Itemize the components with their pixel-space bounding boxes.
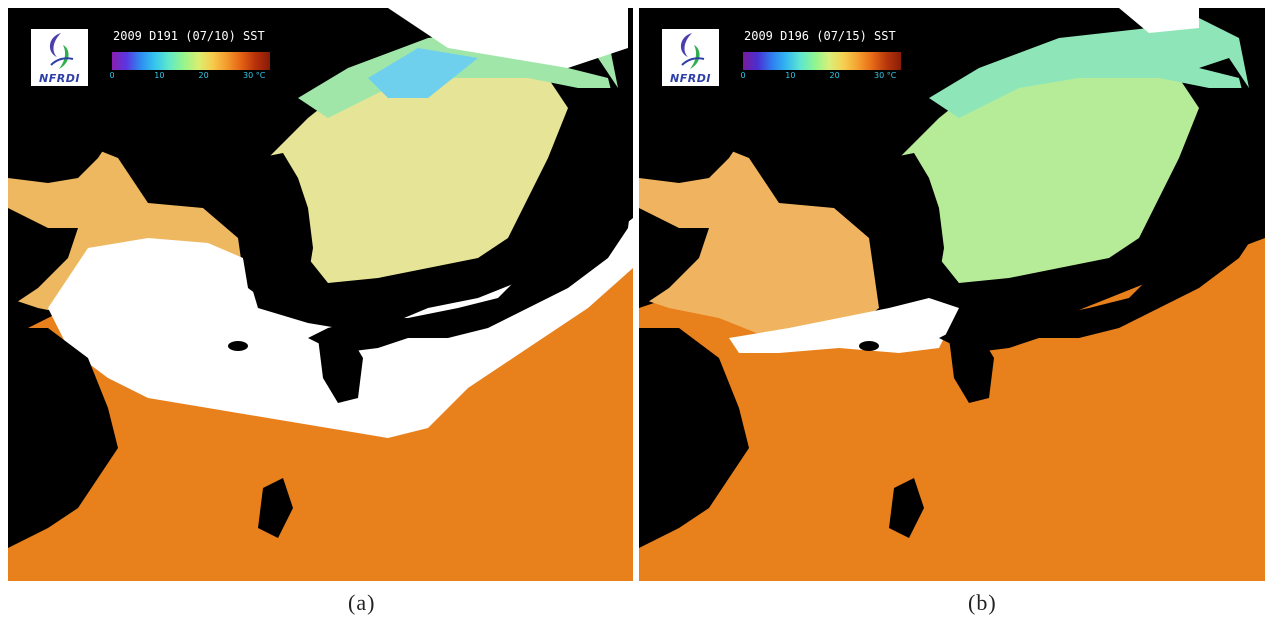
land-japan: [939, 58, 1265, 353]
yellow-sea-region: [639, 138, 879, 338]
caption-a: (a): [348, 590, 376, 615]
cloud-cover: [729, 298, 959, 353]
cloud-cover-north: [388, 8, 628, 68]
east-sea-region: [889, 68, 1199, 283]
colorbar-ticks: 0 10 20 30 °C: [109, 71, 270, 81]
land-kyushu: [949, 333, 994, 403]
sst-colorbar: [743, 52, 901, 70]
sst-map-b: [639, 8, 1265, 581]
east-sea-region: [258, 68, 568, 283]
sst-map-panel-a: NFRDI 2009 D191 (07/10) SST 0 10 20 30 °…: [8, 8, 633, 581]
land-china-south: [8, 328, 118, 548]
cloud-cover-north: [1119, 8, 1199, 33]
east-sea-north-region: [929, 18, 1249, 118]
land-china-coast: [8, 208, 78, 308]
tick-label: 0: [109, 71, 115, 80]
tick-label: 10: [154, 71, 165, 80]
tick-label: 20: [198, 71, 209, 80]
colorbar-ticks: 0 10 20 30 °C: [740, 71, 901, 81]
tick-label: 20: [829, 71, 840, 80]
leaf-emblem-icon: [680, 33, 705, 69]
cold-water-patch: [368, 48, 478, 98]
land-japan: [308, 58, 633, 353]
tick-label: 30 °C: [243, 71, 266, 80]
sst-map-a: [8, 8, 633, 581]
caption-b: (b): [968, 590, 997, 615]
land-china-coast: [639, 208, 709, 308]
land-china-south: [639, 328, 749, 548]
leaf-emblem-icon: [49, 33, 74, 69]
nfrdi-logo: NFRDI: [662, 29, 719, 86]
tick-label: 0: [740, 71, 746, 80]
nfrdi-logo: NFRDI: [31, 29, 88, 86]
land-jeju: [859, 341, 879, 351]
cloud-cover: [48, 218, 633, 438]
land-islands: [258, 478, 293, 538]
tick-label: 10: [785, 71, 796, 80]
land-korea: [874, 153, 944, 303]
map-title: 2009 D191 (07/10) SST: [113, 29, 265, 43]
land-korea: [243, 153, 313, 303]
map-title: 2009 D196 (07/15) SST: [744, 29, 896, 43]
tick-label: 30 °C: [874, 71, 897, 80]
land-islands: [889, 478, 924, 538]
land-kyushu: [318, 333, 363, 403]
logo-text: NFRDI: [670, 72, 711, 85]
sst-map-panel-b: NFRDI 2009 D196 (07/15) SST 0 10 20 30 °…: [639, 8, 1265, 581]
sst-colorbar: [112, 52, 270, 70]
logo-text: NFRDI: [39, 72, 80, 85]
land-jeju: [228, 341, 248, 351]
